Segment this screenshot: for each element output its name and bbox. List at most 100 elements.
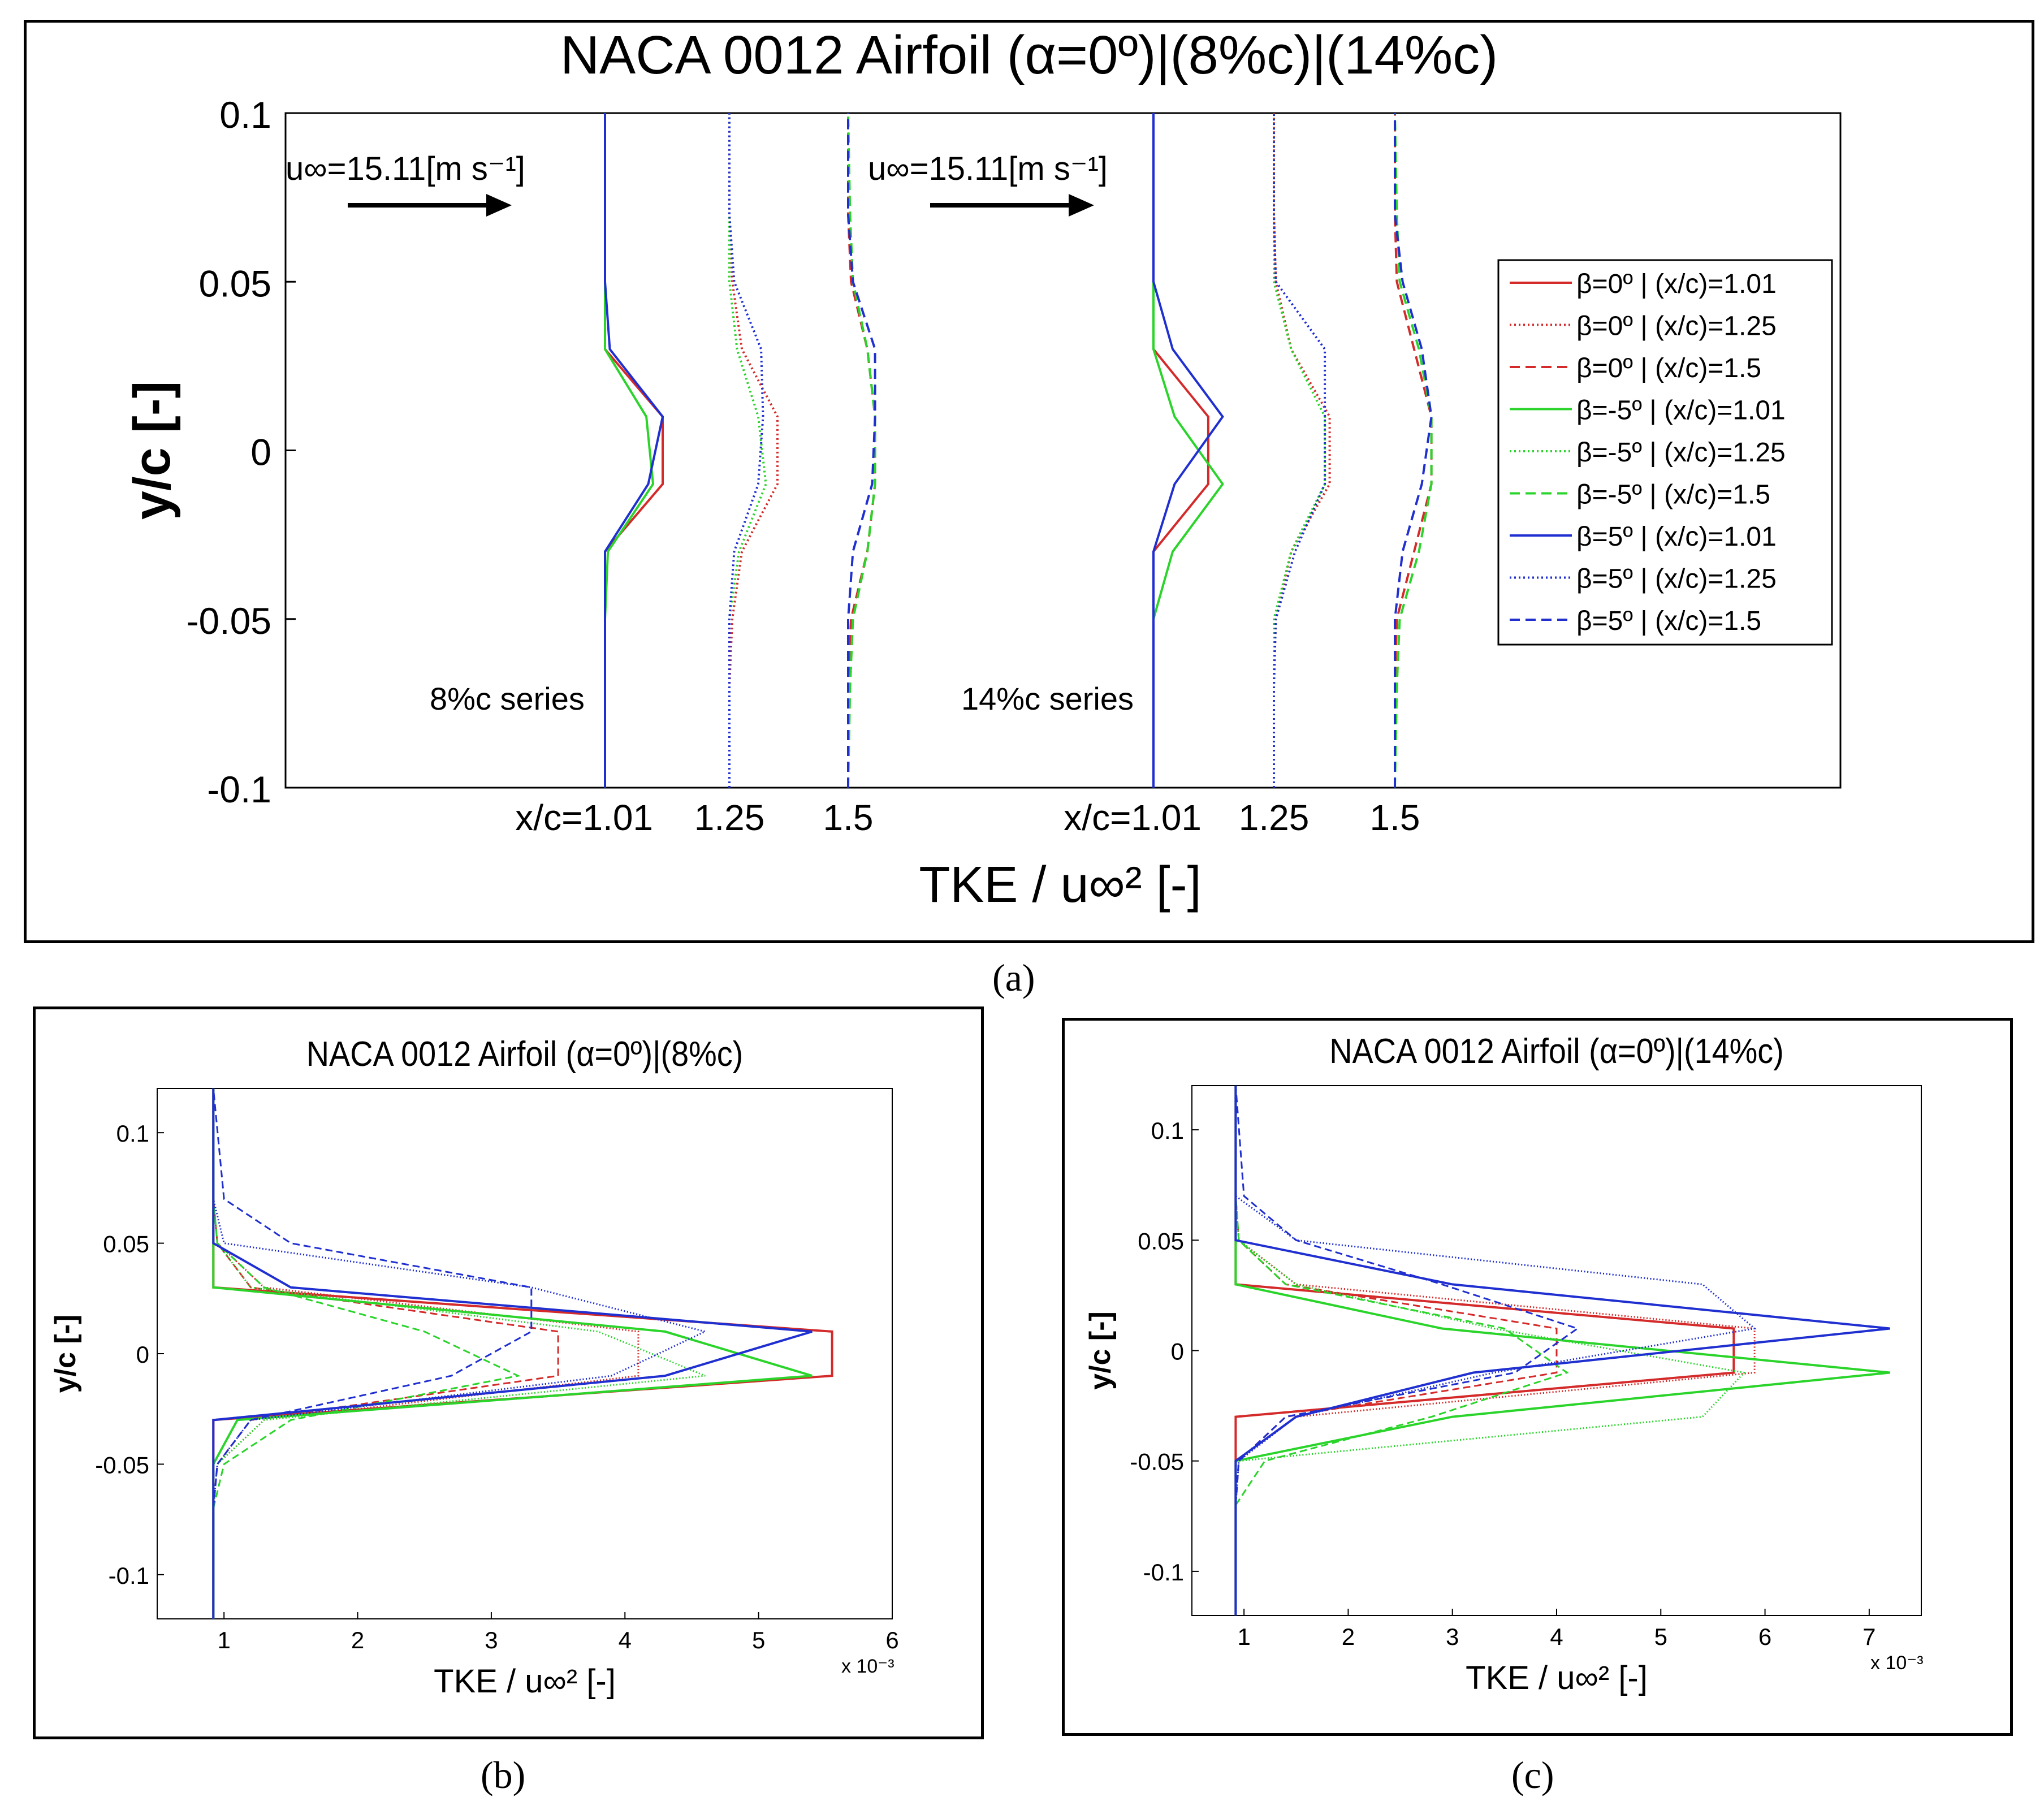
freestream-velocity-label: u∞=15.11[m s⁻¹] [286, 150, 525, 187]
y-tick-label-c: 0 [1171, 1338, 1184, 1365]
x-tick-label-b: 1 [218, 1627, 231, 1653]
series-line-c [1234, 1086, 1890, 1615]
x-tick-label-b: 2 [351, 1627, 364, 1653]
series-line-a [1152, 113, 1224, 788]
chart-c: NACA 0012 Airfoil (α=0º)|(14%c) 0.1 0.05 0 -… [1084, 1032, 1924, 1696]
x-tick-label-b: 3 [485, 1627, 498, 1653]
freestream-arrow-head [1069, 194, 1094, 217]
x-tick-label-a: 1.25 [1239, 797, 1310, 838]
x-tick-label-a: 1.5 [823, 797, 874, 838]
series-line-b [212, 1088, 559, 1619]
series-line-b [212, 1088, 533, 1619]
freestream-arrow-head [486, 194, 512, 217]
x-tick-label-b: 5 [752, 1627, 765, 1653]
series-line-b [212, 1088, 639, 1619]
y-tick-label-b: 0.1 [116, 1120, 149, 1147]
series-line-b [212, 1088, 708, 1619]
chart-a: NACA 0012 Airfoil (α=0º)|(8%c)|(14%c) 0.1… [123, 25, 1842, 913]
chart-title-a: NACA 0012 Airfoil (α=0º)|(8%c)|(14%c) [560, 25, 1498, 85]
series-line-a [728, 113, 764, 788]
y-tick-label-c: -0.1 [1143, 1559, 1184, 1586]
x-tick-label-a: x/c=1.01 [515, 797, 653, 838]
panel-a [24, 20, 2034, 943]
series-line-c [1234, 1086, 1890, 1615]
x-tick-label-a: x/c=1.01 [1064, 797, 1202, 838]
y-axis-label-b: y/c [-] [49, 1315, 82, 1393]
series-line-a [847, 113, 876, 788]
y-tick-label-a: -0.05 [187, 600, 271, 642]
x-tick-label-c: 5 [1654, 1623, 1667, 1650]
series-line-a [1152, 113, 1209, 788]
series-line-b [212, 1088, 813, 1619]
series-line-c [1234, 1086, 1558, 1615]
legend-entry-label: β=0º | (x/c)=1.01 [1576, 269, 1777, 299]
x-tick-label-c: 3 [1446, 1623, 1459, 1650]
legend-box-a [1497, 259, 1833, 646]
series-line-a [604, 113, 655, 788]
y-tick-label-c: 0.1 [1151, 1117, 1184, 1144]
y-tick-label-c: -0.05 [1130, 1449, 1184, 1475]
y-tick-label-b: -0.1 [109, 1562, 149, 1589]
y-tick-label-a: 0.05 [199, 262, 271, 304]
series-line-b [212, 1088, 706, 1619]
chart-title-b: NACA 0012 Airfoil (α=0º)|(8%c) [306, 1035, 744, 1073]
x-tick-label-b: 4 [619, 1627, 632, 1653]
panel-b [33, 1006, 984, 1739]
series-line-a [847, 113, 876, 788]
caption-b: (b) [481, 1753, 526, 1796]
caption-a: (a) [992, 956, 1035, 999]
x-scale-factor-c: x 10⁻³ [1870, 1652, 1924, 1674]
legend-entry-label: β=5º | (x/c)=1.5 [1576, 606, 1761, 636]
x-tick-label-b: 6 [885, 1627, 898, 1653]
series-line-a [1394, 113, 1433, 788]
caption-c: (c) [1511, 1753, 1554, 1796]
legend-entry-label: β=0º | (x/c)=1.25 [1576, 312, 1777, 342]
chart-b: NACA 0012 Airfoil (α=0º)|(8%c) 0.1 0.05 0 -0… [49, 1035, 899, 1700]
x-tick-label-a: 1.5 [1370, 797, 1420, 838]
x-tick-label-c: 7 [1862, 1623, 1876, 1650]
y-axis-label-c: y/c [-] [1084, 1311, 1117, 1390]
x-axis-label-b: TKE / u∞² [-] [434, 1663, 616, 1700]
series-line-a [1152, 113, 1224, 788]
series-line-c [1234, 1086, 1569, 1615]
x-tick-label-a: 1.25 [694, 797, 765, 838]
series-line-c [1234, 1086, 1756, 1615]
x-tick-label-c: 4 [1550, 1623, 1563, 1650]
series-line-a [1273, 113, 1331, 788]
y-tick-label-b: 0 [136, 1341, 149, 1368]
y-tick-label-a: 0.1 [219, 94, 271, 136]
series-label-14c: 14%c series [961, 681, 1134, 716]
series-line-a [604, 113, 664, 788]
legend-entry-label: β=5º | (x/c)=1.25 [1576, 564, 1777, 594]
series-line-a [1273, 113, 1326, 788]
series-line-c [1234, 1085, 1580, 1615]
series-line-b [212, 1088, 521, 1619]
y-tick-label-b: -0.05 [95, 1452, 149, 1478]
x-tick-label-c: 1 [1237, 1623, 1250, 1650]
legend-entry-label: β=5º | (x/c)=1.01 [1576, 522, 1777, 552]
x-tick-label-c: 6 [1758, 1623, 1771, 1650]
series-label-8c: 8%c series [430, 681, 585, 716]
series-line-a [728, 113, 779, 788]
legend-entry-label: β=-5º | (x/c)=1.25 [1576, 438, 1786, 468]
y-tick-label-b: 0.05 [103, 1231, 149, 1258]
chart-title-c: NACA 0012 Airfoil (α=0º)|(14%c) [1329, 1032, 1784, 1070]
freestream-velocity-label: u∞=15.11[m s⁻¹] [868, 150, 1108, 187]
y-tick-label-a: 0 [250, 431, 271, 473]
y-tick-label-a: -0.1 [207, 768, 271, 810]
y-tick-label-c: 0.05 [1138, 1228, 1184, 1254]
series-line-b [212, 1088, 813, 1619]
x-axis-label-a: TKE / u∞² [-] [919, 857, 1201, 913]
series-line-a [847, 113, 876, 788]
y-axis-label-a: y/c [-] [123, 381, 181, 520]
x-tick-label-c: 2 [1342, 1623, 1355, 1650]
panel-c [1062, 1018, 2013, 1736]
series-line-a [728, 113, 767, 788]
legend-entry-label: β=0º | (x/c)=1.5 [1576, 353, 1761, 383]
legend-entry-label: β=-5º | (x/c)=1.5 [1576, 480, 1770, 510]
plot-frame-b [157, 1088, 893, 1619]
series-line-a [604, 113, 664, 788]
series-line-a [1273, 113, 1326, 788]
x-scale-factor-b: x 10⁻³ [841, 1656, 894, 1677]
x-axis-label-c: TKE / u∞² [-] [1466, 1660, 1648, 1696]
